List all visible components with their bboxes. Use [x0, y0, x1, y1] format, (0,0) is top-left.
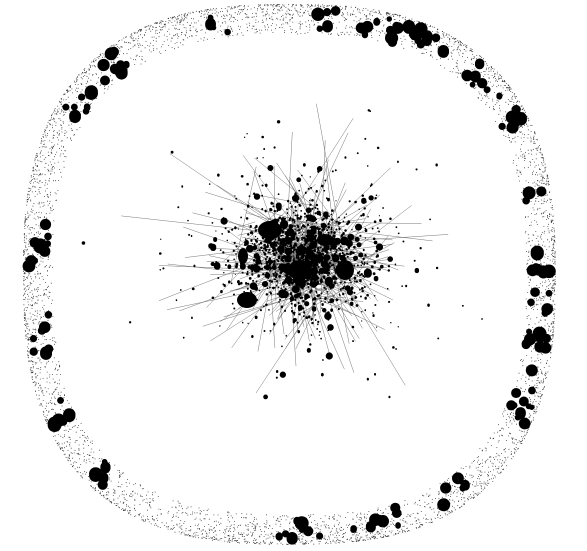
cluster-hub — [317, 234, 333, 246]
cluster-hub — [237, 292, 257, 308]
cluster-hub — [238, 248, 248, 264]
cluster-hub — [288, 260, 312, 280]
cluster-hub — [336, 260, 354, 280]
cluster-nodes — [81, 109, 483, 400]
cluster-hub — [258, 221, 282, 239]
